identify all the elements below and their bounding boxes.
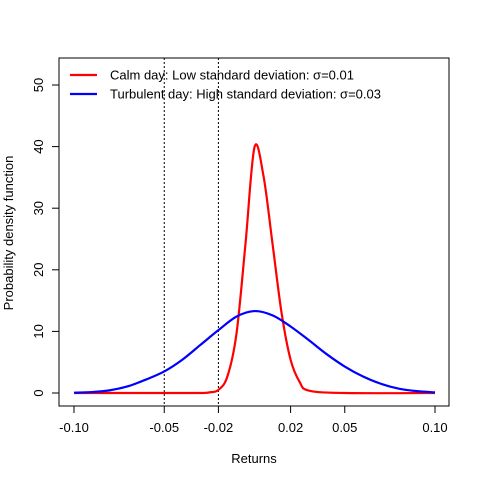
series-lines	[73, 143, 436, 395]
y-axis-label: Probability density function	[1, 156, 16, 311]
x-tick-label: -0.10	[59, 420, 89, 435]
y-tick-label: 30	[31, 201, 46, 215]
x-axis: -0.10 -0.05 -0.02 0.02 0.05 0.10	[59, 405, 448, 435]
y-tick-label: 0	[31, 389, 46, 396]
y-tick-label: 50	[31, 78, 46, 92]
y-tick-label: 10	[31, 324, 46, 338]
x-tick-label: -0.05	[149, 420, 179, 435]
x-axis-label: Returns	[231, 451, 277, 466]
x-tick-label: -0.02	[204, 420, 234, 435]
plot-frame	[58, 57, 450, 407]
series-line-2	[73, 309, 436, 394]
y-tick-label: 40	[31, 139, 46, 153]
x-tick-label: 0.02	[278, 420, 303, 435]
y-tick-label: 20	[31, 263, 46, 277]
reference-lines	[163, 58, 219, 406]
x-tick-label: 0.10	[422, 420, 447, 435]
x-tick-label: 0.05	[332, 420, 357, 435]
y-axis: 0 10 20 30 40 50	[31, 78, 60, 397]
series-line-1	[74, 143, 436, 395]
legend: Calm day: Low standard deviation: σ=0.01…	[70, 68, 381, 102]
legend-label: Calm day: Low standard deviation: σ=0.01	[110, 68, 354, 83]
legend-label: Turbulent day: High standard deviation: …	[110, 87, 381, 102]
